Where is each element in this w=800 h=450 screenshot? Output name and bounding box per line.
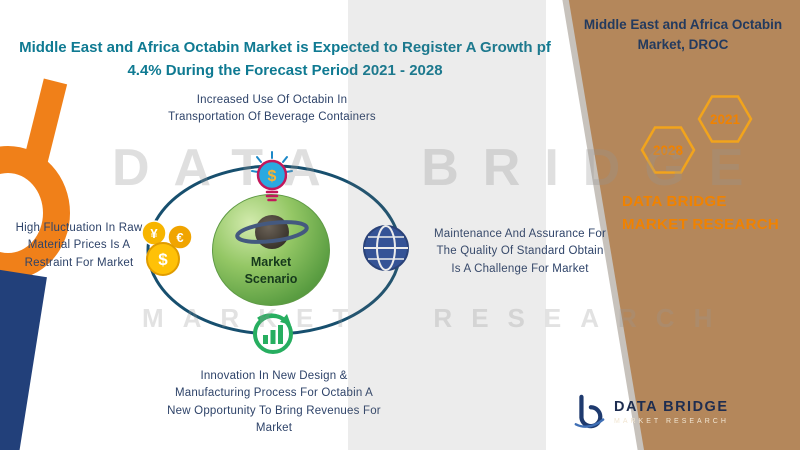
node-text-top: Increased Use Of Octabin In Transportati…	[168, 94, 376, 124]
dbmr-swoosh-icon	[574, 394, 605, 429]
hexagon-2021-label: 2021	[710, 112, 741, 127]
hexagon-2021	[697, 95, 753, 143]
dbmr-logo-mark-blue	[0, 269, 47, 450]
footer-logo-name: DATA BRIDGE	[614, 399, 729, 415]
hexagon-2028-label: 2028	[653, 143, 684, 158]
svg-text:$: $	[268, 168, 277, 185]
bulb-dollar-icon: $	[251, 151, 293, 202]
hexagon-2028	[640, 126, 696, 174]
center-label-line2: Scenario	[244, 272, 298, 286]
saturn-icon	[235, 215, 309, 249]
svg-text:$: $	[158, 250, 168, 269]
svg-text:¥: ¥	[150, 226, 158, 241]
currency-coins-icon: ¥ € $	[141, 220, 193, 276]
page-title: Middle East and Africa Octabin Market is…	[19, 39, 551, 80]
svg-text:€: €	[176, 230, 183, 245]
footer-logo: DATA BRIDGE MARKET RESEARCH	[572, 394, 729, 430]
node-text-right: Maintenance And Assurance For The Qualit…	[433, 228, 606, 275]
market-scenario-circle: Market Scenario	[212, 194, 330, 306]
brand-text: DATA BRIDGE MARKET RESEARCH	[622, 193, 780, 234]
node-text-bottom: Innovation In New Design & Manufacturing…	[167, 370, 381, 434]
panel-heading: Middle East and Africa Octabin Market, D…	[583, 17, 783, 53]
growth-chart-icon	[253, 313, 293, 354]
forecast-years-hexagons: 2021 2028	[640, 95, 753, 174]
node-text-left: High Fluctuation In Raw Material Prices …	[15, 222, 143, 269]
footer-logo-texts: DATA BRIDGE MARKET RESEARCH	[614, 399, 729, 425]
center-label-line1: Market	[250, 255, 292, 269]
globe-icon	[363, 225, 409, 271]
footer-logo-tagline: MARKET RESEARCH	[614, 418, 729, 425]
